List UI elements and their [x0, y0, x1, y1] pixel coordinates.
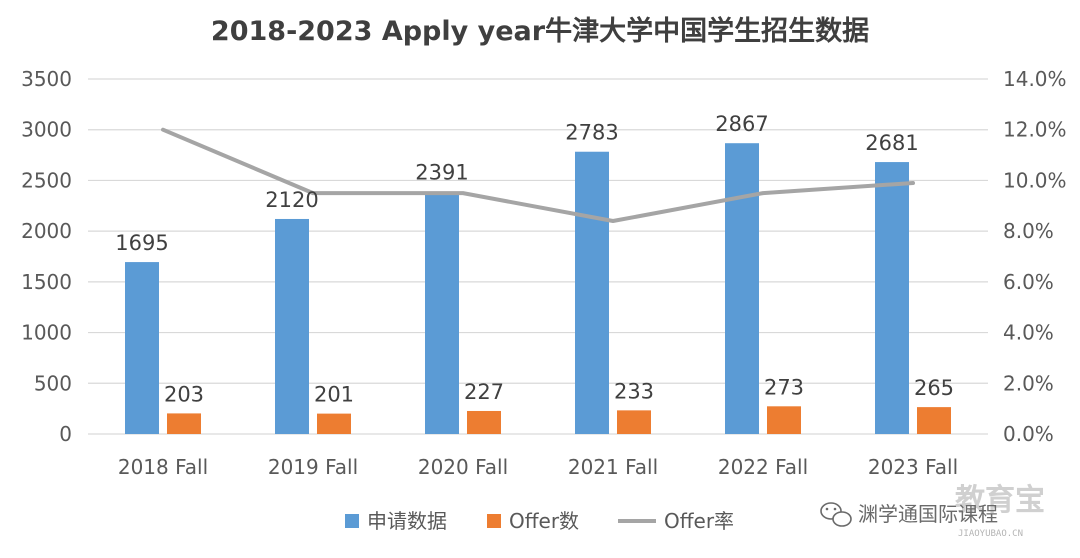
right-tick-label: 8.0% — [1003, 219, 1054, 243]
wechat-icon — [820, 502, 852, 527]
category-axis-labels: 2018 Fall 2019 Fall 2020 Fall 2021 Fall 2022… — [118, 455, 958, 479]
legend-item: 申请数据 — [345, 509, 447, 533]
category-label: 2023 Fall — [868, 455, 958, 479]
category-label: 2021 Fall — [568, 455, 658, 479]
data-label-offers: 233 — [614, 379, 654, 403]
legend-label: Offer数 — [509, 509, 579, 533]
left-tick-label: 3500 — [21, 67, 72, 91]
left-tick-label: 0 — [59, 422, 72, 446]
left-tick-label: 1000 — [21, 321, 72, 345]
data-label-offers: 227 — [464, 380, 504, 404]
bar-offers — [317, 413, 351, 434]
left-tick-label: 500 — [34, 371, 72, 395]
data-label-offers: 203 — [164, 382, 204, 406]
left-tick-label: 2500 — [21, 168, 72, 192]
category-label: 2019 Fall — [268, 455, 358, 479]
right-tick-label: 4.0% — [1003, 321, 1054, 345]
data-label-applications: 2783 — [565, 121, 618, 145]
data-label-applications: 2120 — [265, 188, 318, 212]
data-label-offers: 273 — [764, 375, 804, 399]
legend-swatch — [345, 514, 359, 528]
right-tick-label: 10.0% — [1003, 168, 1067, 192]
bar-offers — [167, 413, 201, 434]
right-tick-label: 2.0% — [1003, 371, 1054, 395]
category-label: 2022 Fall — [718, 455, 808, 479]
data-label-applications: 2867 — [715, 112, 768, 136]
data-label-applications: 2391 — [415, 160, 468, 184]
legend-swatch — [487, 514, 501, 528]
line-series — [161, 127, 915, 223]
bar-offers — [617, 410, 651, 434]
bar-applications — [875, 162, 909, 434]
left-tick-label: 2000 — [21, 219, 72, 243]
left-tick-label: 3000 — [21, 118, 72, 142]
data-label-offers: 265 — [914, 376, 954, 400]
right-tick-label: 12.0% — [1003, 118, 1067, 142]
category-label: 2020 Fall — [418, 455, 508, 479]
bar-offers — [917, 407, 951, 434]
bar-applications — [425, 191, 459, 434]
watermark-text: 渊学通国际课程 — [858, 502, 998, 526]
bar-offers — [767, 406, 801, 434]
legend-label: 申请数据 — [367, 509, 447, 533]
bar-applications — [725, 143, 759, 434]
right-axis-ticks: 0.0% 2.0% 4.0% 6.0% 8.0% 10.0% 12.0% 14.0% — [1003, 67, 1067, 446]
bar-applications — [125, 262, 159, 434]
legend-item: Offer率 — [618, 509, 734, 533]
data-label-offers: 201 — [314, 383, 354, 407]
watermark: 教育宝 JIAOYUBAO.CN 渊学通国际课程 — [820, 483, 1045, 539]
gridlines — [88, 78, 988, 435]
watermark-url-text: JIAOYUBAO.CN — [958, 529, 1023, 539]
legend-item: Offer数 — [487, 509, 579, 533]
left-tick-label: 1500 — [21, 270, 72, 294]
offer-rate-line — [161, 127, 915, 223]
data-labels: 1695 2120 2391 2783 2867 2681 203 201 227 233 273 2… — [115, 112, 954, 406]
legend: 申请数据 Offer数 Offer率 — [345, 509, 734, 533]
right-tick-label: 0.0% — [1003, 422, 1054, 446]
data-label-applications: 2681 — [865, 131, 918, 155]
right-tick-label: 14.0% — [1003, 67, 1067, 91]
left-axis-ticks: 0 500 1000 1500 2000 2500 3000 3500 — [21, 67, 72, 446]
chart-title: 2018-2023 Apply year牛津大学中国学生招生数据 — [211, 15, 869, 47]
data-label-applications: 1695 — [115, 231, 168, 255]
bar-offers — [467, 410, 501, 434]
bars — [125, 143, 951, 434]
category-label: 2018 Fall — [118, 455, 208, 479]
legend-label: Offer率 — [664, 509, 734, 533]
bar-applications — [575, 151, 609, 434]
bar-applications — [275, 218, 309, 434]
right-tick-label: 6.0% — [1003, 270, 1054, 294]
watermark-ghost-text: 教育宝 — [955, 483, 1045, 518]
